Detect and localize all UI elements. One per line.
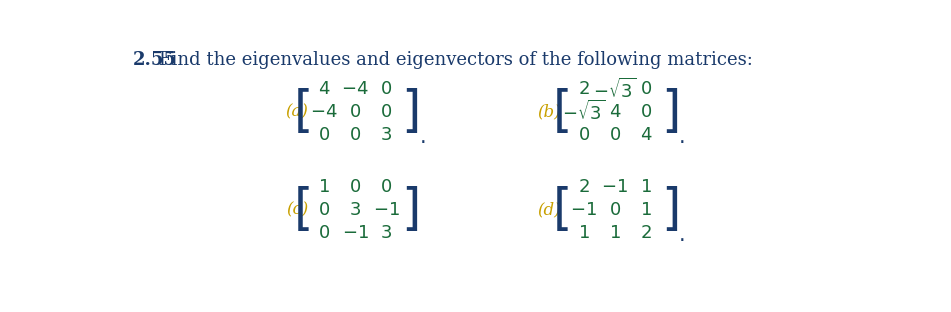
Text: $]$: $]$ bbox=[401, 87, 418, 137]
Text: $]$: $]$ bbox=[401, 185, 418, 235]
Text: $4$: $4$ bbox=[609, 103, 621, 121]
Text: $-1$: $-1$ bbox=[373, 201, 399, 219]
Text: $1$: $1$ bbox=[578, 224, 590, 241]
Text: $3$: $3$ bbox=[349, 201, 361, 219]
Text: $0$: $0$ bbox=[380, 80, 393, 98]
Text: $0$: $0$ bbox=[319, 126, 330, 144]
Text: 2.55: 2.55 bbox=[133, 51, 177, 69]
Text: $0$: $0$ bbox=[349, 178, 361, 196]
Text: $2$: $2$ bbox=[640, 224, 651, 241]
Text: $0$: $0$ bbox=[380, 178, 393, 196]
Text: $.$: $.$ bbox=[678, 226, 685, 245]
Text: $-\sqrt{3}$: $-\sqrt{3}$ bbox=[562, 100, 606, 124]
Text: $[$: $[$ bbox=[293, 87, 309, 137]
Text: Find the eigenvalues and eigenvectors of the following matrices:: Find the eigenvalues and eigenvectors of… bbox=[159, 51, 753, 69]
Text: $]$: $]$ bbox=[661, 185, 678, 235]
Text: $-1$: $-1$ bbox=[601, 178, 629, 196]
Text: $-1$: $-1$ bbox=[571, 201, 597, 219]
Text: $0$: $0$ bbox=[640, 103, 652, 121]
Text: $.$: $.$ bbox=[678, 129, 685, 148]
Text: $1$: $1$ bbox=[640, 178, 651, 196]
Text: (a): (a) bbox=[285, 104, 308, 121]
Text: $[$: $[$ bbox=[553, 87, 569, 137]
Text: $4$: $4$ bbox=[318, 80, 331, 98]
Text: $[$: $[$ bbox=[293, 185, 309, 235]
Text: $-4$: $-4$ bbox=[310, 103, 338, 121]
Text: $1$: $1$ bbox=[319, 178, 330, 196]
Text: $-\sqrt{3}$: $-\sqrt{3}$ bbox=[593, 77, 636, 101]
Text: $0$: $0$ bbox=[349, 103, 361, 121]
Text: $]$: $]$ bbox=[661, 87, 678, 137]
Text: $0$: $0$ bbox=[640, 80, 652, 98]
Text: $4$: $4$ bbox=[640, 126, 652, 144]
Text: $1$: $1$ bbox=[609, 224, 621, 241]
Text: $[$: $[$ bbox=[553, 185, 569, 235]
Text: $3$: $3$ bbox=[380, 126, 392, 144]
Text: $1$: $1$ bbox=[640, 201, 651, 219]
Text: $0$: $0$ bbox=[380, 103, 393, 121]
Text: $0$: $0$ bbox=[349, 126, 361, 144]
Text: (d): (d) bbox=[537, 202, 561, 218]
Text: $0$: $0$ bbox=[578, 126, 590, 144]
Text: $0$: $0$ bbox=[609, 201, 621, 219]
Text: $0$: $0$ bbox=[319, 224, 330, 241]
Text: $0$: $0$ bbox=[609, 126, 621, 144]
Text: $0$: $0$ bbox=[319, 201, 330, 219]
Text: $2$: $2$ bbox=[578, 80, 590, 98]
Text: (b): (b) bbox=[537, 104, 561, 121]
Text: $.$: $.$ bbox=[418, 129, 425, 148]
Text: $2$: $2$ bbox=[578, 178, 590, 196]
Text: $-1$: $-1$ bbox=[341, 224, 369, 241]
Text: $-4$: $-4$ bbox=[341, 80, 369, 98]
Text: (c): (c) bbox=[286, 202, 308, 218]
Text: $3$: $3$ bbox=[380, 224, 392, 241]
